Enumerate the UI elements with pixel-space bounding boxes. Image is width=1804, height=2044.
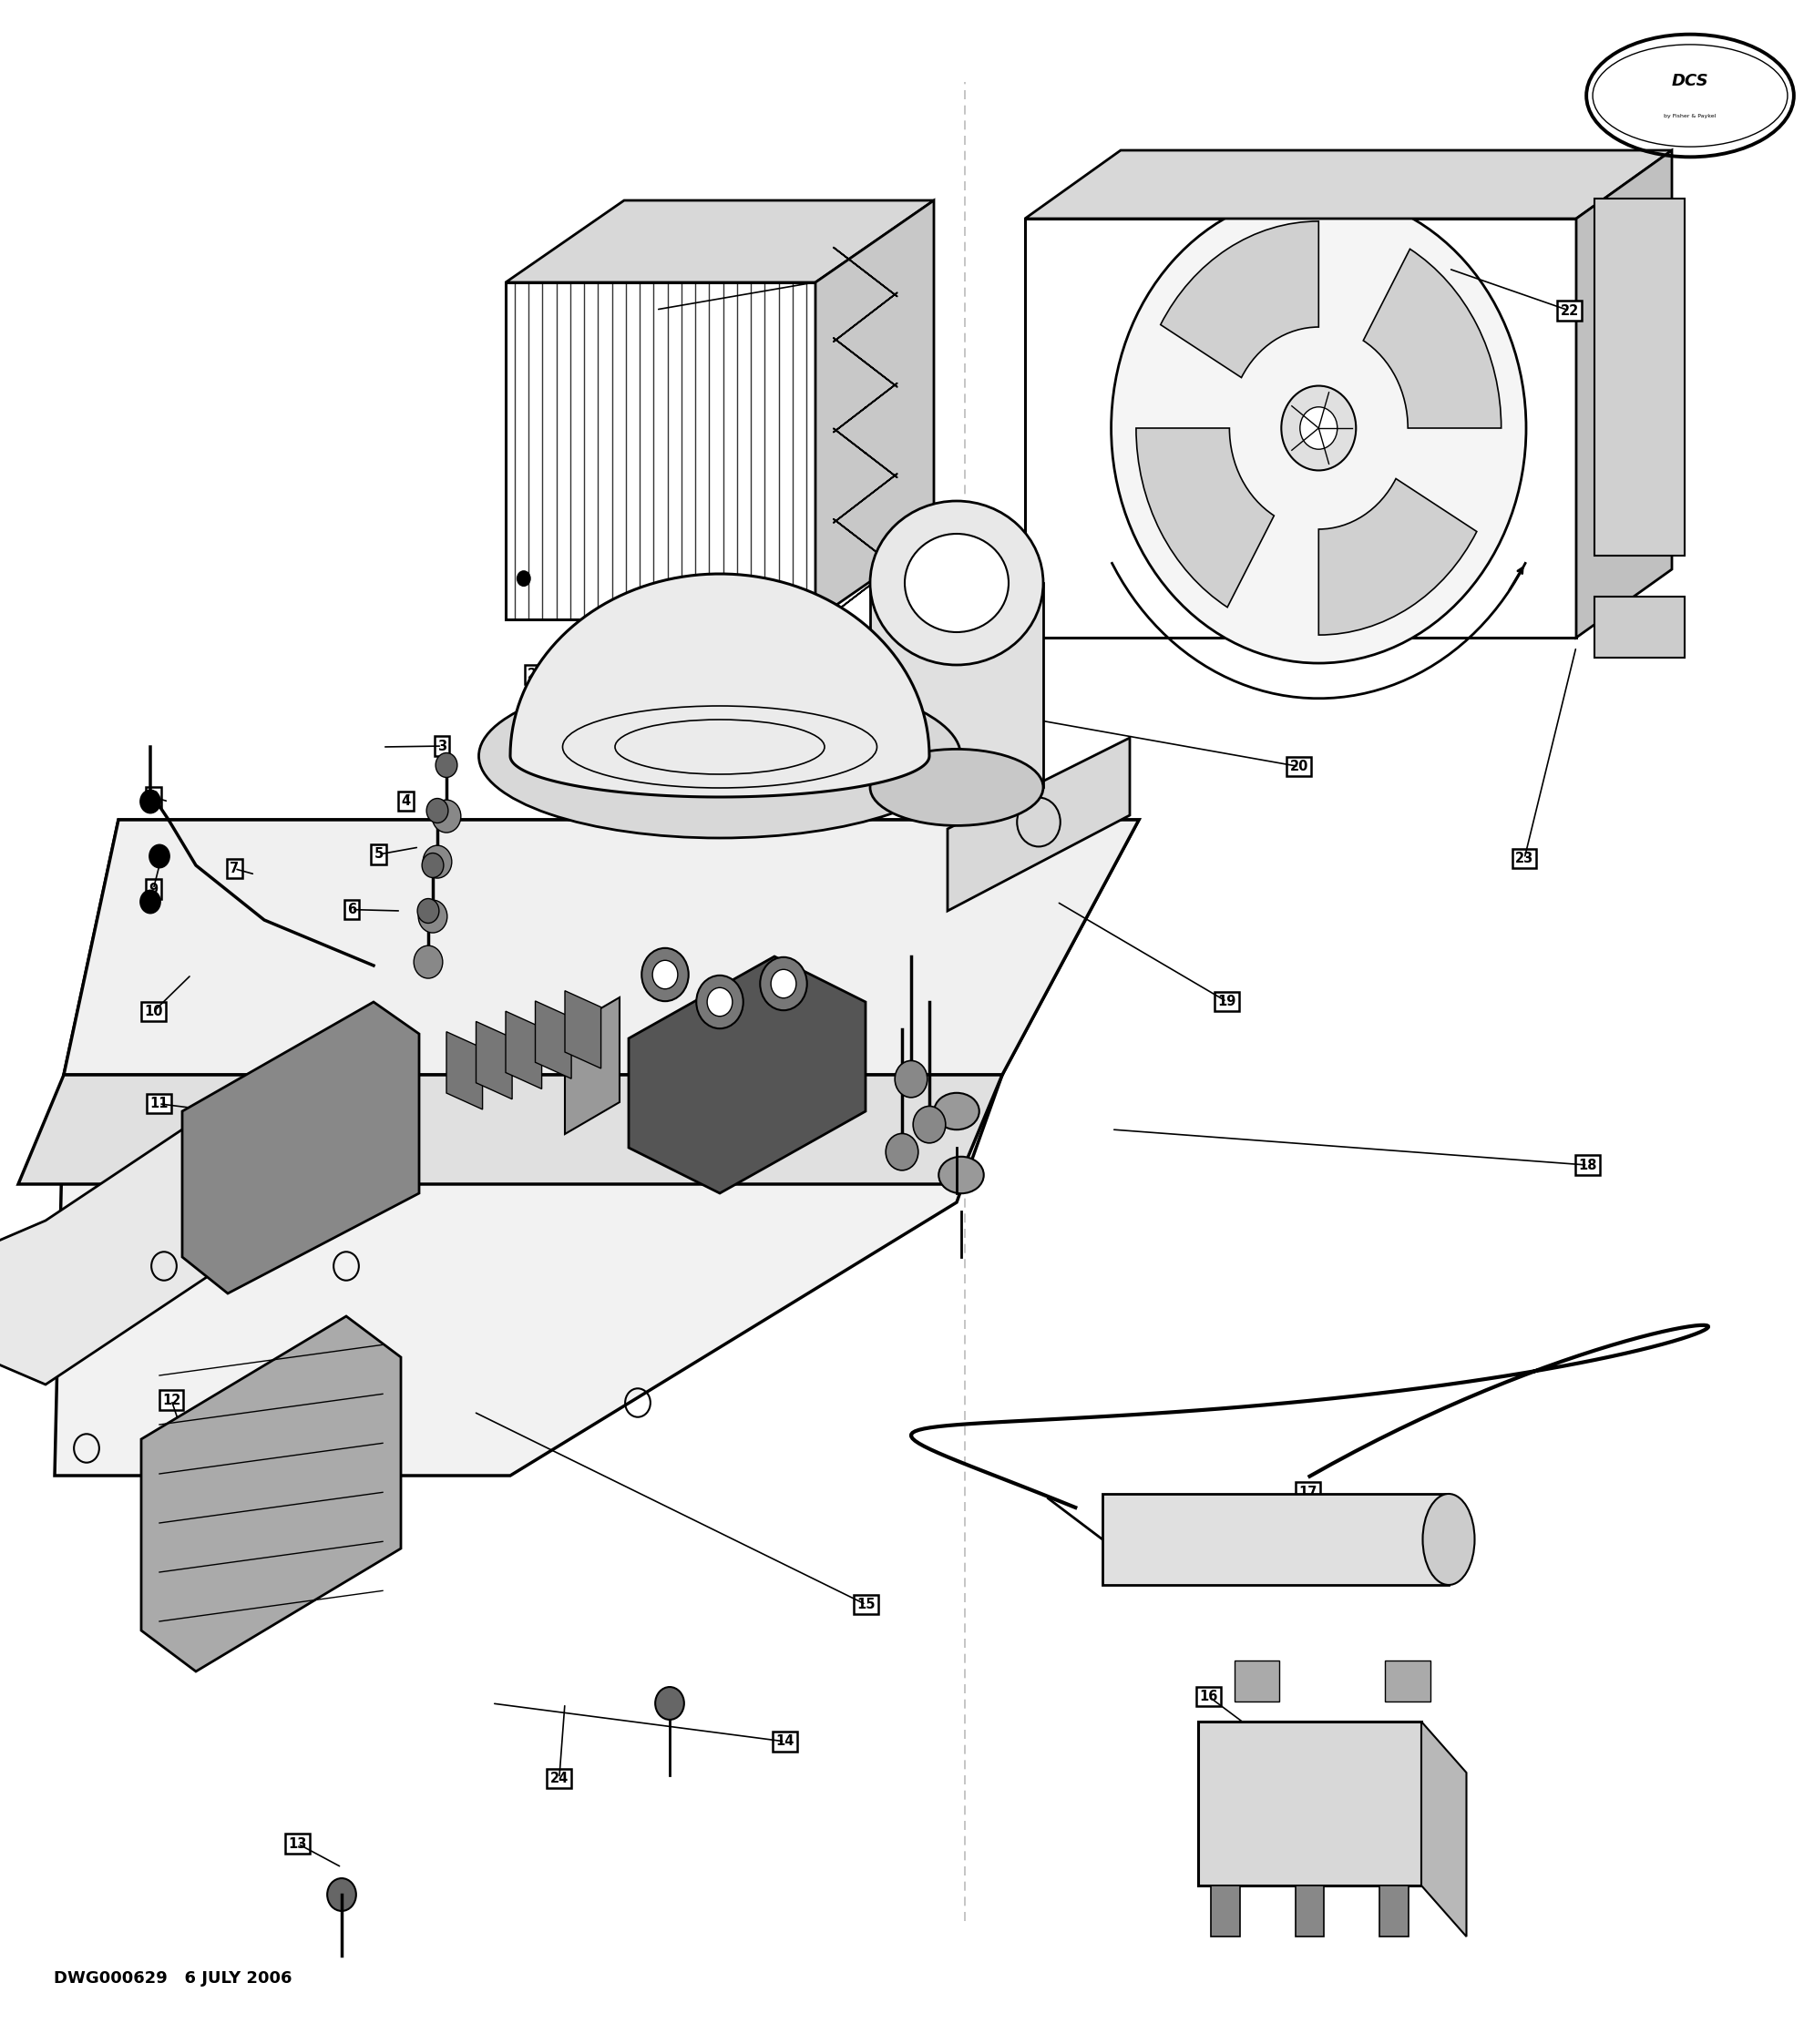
Circle shape bbox=[759, 957, 806, 1010]
Text: 19: 19 bbox=[1218, 995, 1236, 1008]
Circle shape bbox=[431, 799, 460, 832]
Text: by Fisher & Paykel: by Fisher & Paykel bbox=[1663, 114, 1716, 119]
Ellipse shape bbox=[906, 533, 1008, 632]
Text: DCS: DCS bbox=[1672, 74, 1708, 90]
Polygon shape bbox=[1595, 198, 1685, 556]
Polygon shape bbox=[565, 991, 601, 1069]
Wedge shape bbox=[1137, 427, 1274, 607]
Polygon shape bbox=[141, 1316, 400, 1672]
Polygon shape bbox=[536, 1002, 572, 1079]
Text: 21: 21 bbox=[1010, 632, 1028, 644]
Text: 22: 22 bbox=[1560, 305, 1578, 317]
Text: 7: 7 bbox=[229, 863, 240, 875]
Text: 18: 18 bbox=[1578, 1159, 1597, 1171]
Circle shape bbox=[895, 1061, 927, 1098]
Text: 2: 2 bbox=[527, 668, 538, 681]
Polygon shape bbox=[565, 997, 619, 1134]
Ellipse shape bbox=[870, 501, 1043, 664]
Polygon shape bbox=[1595, 597, 1685, 658]
Circle shape bbox=[422, 846, 451, 879]
Ellipse shape bbox=[938, 1157, 983, 1194]
Text: 14: 14 bbox=[776, 1735, 794, 1748]
Polygon shape bbox=[446, 1032, 482, 1110]
Text: 15: 15 bbox=[857, 1598, 875, 1611]
Wedge shape bbox=[1364, 249, 1501, 427]
Polygon shape bbox=[1198, 1721, 1422, 1885]
Bar bbox=[1295, 1885, 1324, 1936]
Text: 10: 10 bbox=[144, 1006, 162, 1018]
Text: 24: 24 bbox=[550, 1772, 568, 1784]
Wedge shape bbox=[1319, 478, 1477, 636]
Polygon shape bbox=[1577, 151, 1672, 638]
Circle shape bbox=[139, 889, 161, 914]
Circle shape bbox=[707, 987, 732, 1016]
Text: 5: 5 bbox=[373, 848, 384, 861]
Circle shape bbox=[516, 570, 530, 587]
Wedge shape bbox=[1160, 221, 1319, 378]
Circle shape bbox=[696, 975, 743, 1028]
Polygon shape bbox=[63, 820, 1138, 1075]
Circle shape bbox=[148, 844, 170, 869]
Polygon shape bbox=[1025, 151, 1672, 219]
Text: 20: 20 bbox=[1290, 760, 1308, 773]
Circle shape bbox=[435, 752, 456, 777]
Circle shape bbox=[886, 1134, 918, 1171]
Ellipse shape bbox=[478, 675, 962, 838]
Polygon shape bbox=[511, 574, 929, 797]
Polygon shape bbox=[1422, 1721, 1467, 1936]
Circle shape bbox=[1301, 407, 1337, 450]
Text: 4: 4 bbox=[400, 795, 411, 807]
Text: 3: 3 bbox=[437, 740, 447, 752]
Text: 16: 16 bbox=[1200, 1690, 1218, 1703]
Ellipse shape bbox=[1423, 1494, 1474, 1584]
Polygon shape bbox=[1102, 1494, 1449, 1584]
Text: 12: 12 bbox=[162, 1394, 180, 1406]
Text: 11: 11 bbox=[150, 1098, 168, 1110]
Polygon shape bbox=[18, 1075, 1003, 1183]
Circle shape bbox=[413, 946, 442, 979]
Polygon shape bbox=[1025, 219, 1577, 638]
Bar bbox=[1210, 1885, 1239, 1936]
Circle shape bbox=[426, 799, 447, 824]
Circle shape bbox=[642, 948, 689, 1002]
Text: 23: 23 bbox=[1515, 852, 1533, 865]
Bar bbox=[1385, 1660, 1431, 1701]
Text: 17: 17 bbox=[1299, 1486, 1317, 1498]
Circle shape bbox=[419, 899, 447, 932]
Circle shape bbox=[139, 789, 161, 814]
Circle shape bbox=[422, 852, 444, 877]
Bar bbox=[1380, 1885, 1409, 1936]
Polygon shape bbox=[505, 200, 934, 282]
Text: 1: 1 bbox=[906, 260, 916, 272]
Circle shape bbox=[770, 969, 796, 997]
Text: 6: 6 bbox=[346, 903, 357, 916]
Polygon shape bbox=[476, 1022, 512, 1100]
Circle shape bbox=[1111, 192, 1526, 662]
Ellipse shape bbox=[934, 1094, 980, 1130]
Ellipse shape bbox=[870, 748, 1043, 826]
Circle shape bbox=[913, 1106, 945, 1143]
Polygon shape bbox=[628, 957, 866, 1194]
Polygon shape bbox=[54, 820, 1138, 1476]
Text: 8: 8 bbox=[148, 791, 159, 803]
Text: DWG000629   6 JULY 2006: DWG000629 6 JULY 2006 bbox=[54, 1970, 292, 1987]
Circle shape bbox=[327, 1878, 355, 1911]
Polygon shape bbox=[870, 583, 1043, 787]
Text: 13: 13 bbox=[289, 1838, 307, 1850]
Polygon shape bbox=[0, 1094, 236, 1384]
Text: 9: 9 bbox=[148, 883, 159, 895]
Circle shape bbox=[653, 961, 678, 989]
Polygon shape bbox=[182, 1002, 419, 1294]
Circle shape bbox=[417, 899, 438, 924]
Polygon shape bbox=[505, 1012, 541, 1089]
Polygon shape bbox=[815, 200, 934, 619]
Circle shape bbox=[655, 1686, 684, 1719]
Bar bbox=[1234, 1660, 1279, 1701]
Polygon shape bbox=[947, 738, 1129, 912]
Circle shape bbox=[1281, 386, 1357, 470]
